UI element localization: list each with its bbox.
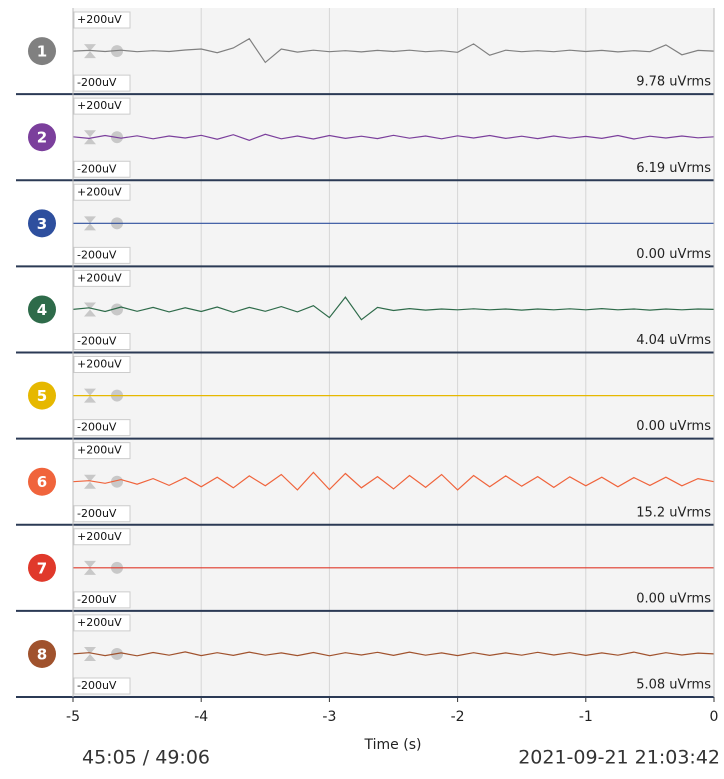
y-tick-label: +200uV xyxy=(77,185,122,198)
y-tick-box xyxy=(73,591,131,609)
y-tick-label: -200uV xyxy=(77,421,117,434)
rms-label: 5.08 uVrms xyxy=(636,678,711,693)
channel-trace xyxy=(72,471,715,491)
y-tick-label: +200uV xyxy=(77,444,122,457)
channel-trace xyxy=(72,37,715,64)
x-tick-label: 0 xyxy=(710,709,719,725)
y-tick-label: -200uV xyxy=(77,679,117,692)
scale-handle xyxy=(84,474,96,489)
y-tick-label: -200uV xyxy=(77,335,117,348)
channel-trace xyxy=(72,296,715,321)
y-tick-box xyxy=(73,442,131,460)
channel-badge xyxy=(28,467,56,496)
offset-handle xyxy=(111,475,123,488)
y-tick-box xyxy=(73,528,131,546)
channel-badge xyxy=(28,295,56,324)
y-tick-label: -200uV xyxy=(77,593,117,606)
channel-badge xyxy=(28,37,56,66)
channel-number: 7 xyxy=(37,559,47,577)
x-tick-label: -1 xyxy=(579,709,593,725)
scale-handle xyxy=(84,388,96,403)
channel-number: 1 xyxy=(37,43,47,61)
offset-handle xyxy=(111,303,123,316)
y-tick-label: +200uV xyxy=(77,358,122,371)
y-tick-box xyxy=(73,269,131,287)
channel-number: 2 xyxy=(37,129,47,147)
y-tick-label: -200uV xyxy=(77,248,117,261)
rms-label: 4.04 uVrms xyxy=(636,333,711,348)
y-tick-box xyxy=(73,74,131,92)
x-tick-label: -4 xyxy=(194,709,208,725)
y-tick-box xyxy=(73,677,131,695)
channel-badge xyxy=(28,209,56,238)
scale-handle xyxy=(84,44,96,59)
y-tick-label: +200uV xyxy=(77,13,122,26)
y-tick-box xyxy=(73,160,131,178)
channel-number: 6 xyxy=(37,473,47,491)
x-tick-label: -2 xyxy=(451,709,465,725)
x-axis-title: Time (s) xyxy=(364,737,422,753)
x-tick-label: -5 xyxy=(66,709,80,725)
y-tick-label: +200uV xyxy=(77,271,122,284)
rms-label: 6.19 uVrms xyxy=(636,161,711,176)
channel-trace xyxy=(72,133,715,141)
y-tick-box xyxy=(73,183,131,201)
timestamp: 2021-09-21 21:03:42 xyxy=(518,747,720,769)
y-tick-label: +200uV xyxy=(77,530,122,543)
y-tick-box xyxy=(73,419,131,437)
channel-number: 4 xyxy=(37,301,47,319)
scale-handle xyxy=(84,302,96,317)
y-tick-label: -200uV xyxy=(77,507,117,520)
scale-handle xyxy=(84,216,96,231)
channel-badge xyxy=(28,381,56,410)
rms-label: 0.00 uVrms xyxy=(636,419,711,434)
y-tick-box xyxy=(73,11,131,29)
channel-badge xyxy=(28,123,56,152)
y-tick-label: -200uV xyxy=(77,76,117,89)
scale-handle xyxy=(84,130,96,145)
scale-handle xyxy=(84,646,96,661)
rms-label: 9.78 uVrms xyxy=(636,75,711,90)
rms-label: 15.2 uVrms xyxy=(636,505,711,520)
elapsed-time: 45:05 / 49:06 xyxy=(82,747,210,769)
rms-label: 0.00 uVrms xyxy=(636,591,711,606)
channel-number: 8 xyxy=(37,645,47,663)
channel-number: 5 xyxy=(37,387,47,405)
y-tick-label: -200uV xyxy=(77,162,117,175)
channel-badge xyxy=(28,553,56,582)
y-tick-box xyxy=(73,614,131,632)
channel-trace xyxy=(72,651,715,657)
y-tick-label: +200uV xyxy=(77,616,122,629)
y-tick-box xyxy=(73,333,131,350)
y-tick-box xyxy=(73,97,131,115)
channel-number: 3 xyxy=(37,215,47,233)
rms-label: 0.00 uVrms xyxy=(636,247,711,262)
y-tick-box xyxy=(73,356,131,373)
y-tick-label: +200uV xyxy=(77,99,122,112)
x-tick-label: -3 xyxy=(322,709,336,725)
channel-badge xyxy=(28,639,56,668)
scale-handle xyxy=(84,560,96,575)
y-tick-box xyxy=(73,246,131,264)
y-tick-box xyxy=(73,505,131,523)
